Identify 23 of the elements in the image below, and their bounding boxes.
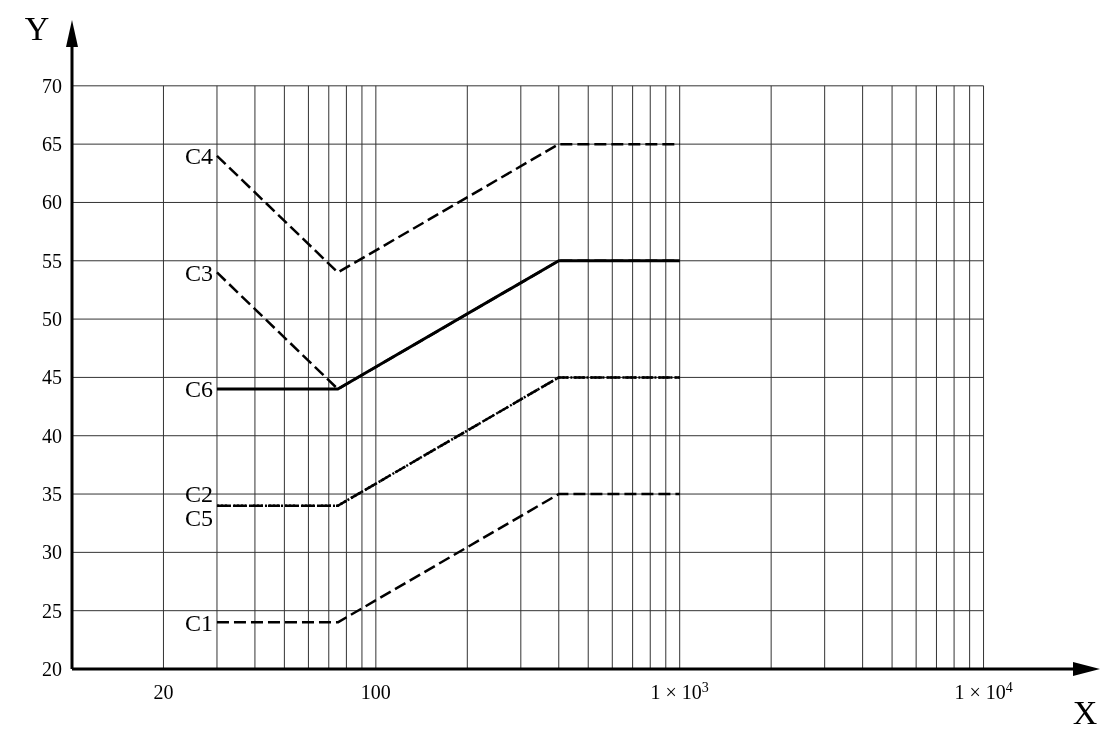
- y-tick-label: 50: [42, 308, 62, 331]
- x-tick-label: 20: [153, 681, 174, 703]
- series-label: C1: [184, 609, 213, 636]
- series-label: C2: [184, 481, 213, 508]
- x-axis-title: X: [1072, 694, 1098, 731]
- x-tick-label: 100: [360, 681, 391, 703]
- y-tick-label: 65: [42, 133, 62, 156]
- y-tick-label: 20: [42, 658, 62, 680]
- y-tick-label: 25: [42, 599, 62, 622]
- series-label: C3: [184, 259, 213, 286]
- series-label: C6: [184, 376, 213, 403]
- y-tick-label: 45: [42, 366, 62, 389]
- y-tick-label: 55: [42, 249, 62, 272]
- y-axis-title: Y: [24, 10, 50, 47]
- y-tick-label: 30: [42, 541, 62, 564]
- x-tick-label: 1 × 10$^{4}$: [954, 679, 1013, 703]
- x-tick-label: 1 × 10$^{3}$: [650, 679, 709, 703]
- y-tick-label: 40: [42, 424, 62, 447]
- y-tick-label: 35: [42, 483, 62, 506]
- series-label: C4: [184, 143, 213, 170]
- y-tick-label: 60: [42, 191, 62, 214]
- y-tick-label: 70: [42, 74, 62, 97]
- series-label: C5: [184, 505, 213, 532]
